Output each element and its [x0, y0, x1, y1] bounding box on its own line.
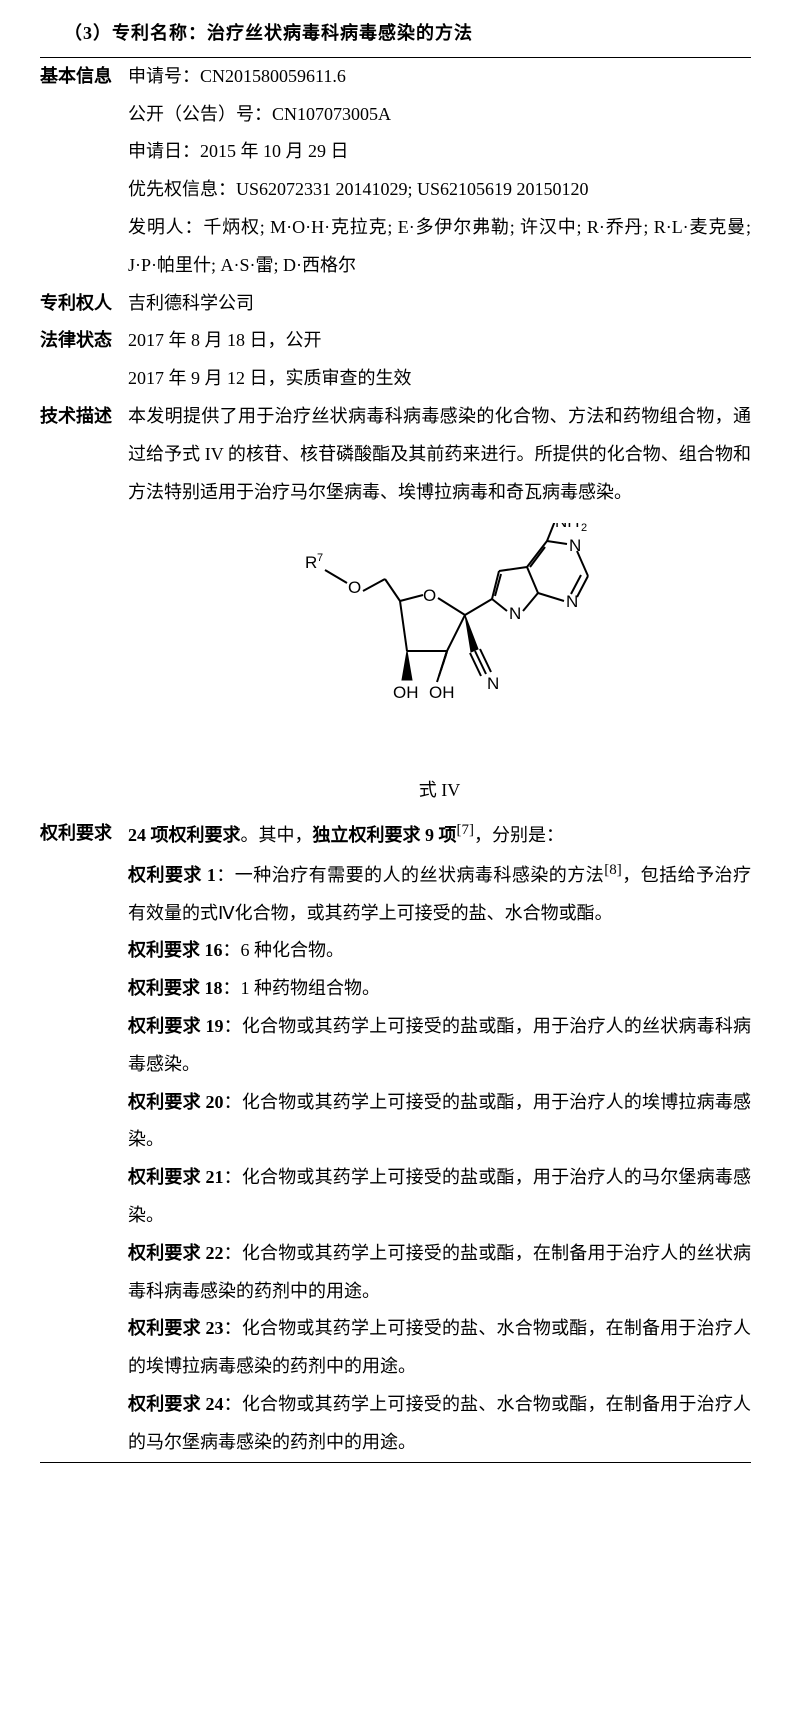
tech-description-text: 本发明提供了用于治疗丝状病毒科病毒感染的化合物、方法和药物组合物，通过给予式 I… [128, 398, 751, 511]
legal-status-label: 法律状态 [40, 322, 128, 398]
svg-text:NH: NH [555, 523, 580, 531]
svg-text:O: O [423, 586, 436, 605]
legal-status-section: 法律状态 2017 年 8 月 18 日，公开 2017 年 9 月 12 日，… [40, 322, 751, 398]
claim-1: 权利要求 1：一种治疗有需要的人的丝状病毒科感染的方法[8]，包括给予治疗有效量… [128, 855, 751, 933]
claim-19: 权利要求 19：化合物或其药学上可接受的盐或酯，用于治疗人的丝状病毒科病毒感染。 [128, 1008, 751, 1084]
svg-text:R: R [305, 553, 317, 572]
claims-intro-ref: [7] [457, 822, 475, 838]
claims-intro: 24 项权利要求。其中，独立权利要求 9 项[7]，分别是： [128, 815, 751, 855]
application-number: 申请号：CN201580059611.6 [128, 58, 751, 96]
claim-24-head: 权利要求 24 [128, 1394, 223, 1414]
claim-16-head: 权利要求 16 [128, 940, 223, 960]
claim-21: 权利要求 21：化合物或其药学上可接受的盐或酯，用于治疗人的马尔堡病毒感染。 [128, 1159, 751, 1235]
svg-text:OH: OH [429, 683, 455, 702]
inventors: 发明人：千炳权; M·O·H·克拉克; E·多伊尔弗勒; 许汉中; R·乔丹; … [128, 209, 751, 285]
claim-24: 权利要求 24：化合物或其药学上可接受的盐、水合物或酯，在制备用于治疗人的马尔堡… [128, 1386, 751, 1462]
assignee-section: 专利权人 吉利德科学公司 [40, 285, 751, 323]
claim-19-head: 权利要求 19 [128, 1016, 223, 1036]
assignee-value: 吉利德科学公司 [128, 285, 751, 323]
claim-23: 权利要求 23：化合物或其药学上可接受的盐、水合物或酯，在制备用于治疗人的埃博拉… [128, 1310, 751, 1386]
basic-info-label: 基本信息 [40, 58, 128, 285]
svg-text:N: N [487, 674, 499, 693]
assignee-label: 专利权人 [40, 285, 128, 323]
svg-text:N: N [569, 536, 581, 555]
patent-title: （3）专利名称：治疗丝状病毒科病毒感染的方法 [40, 15, 751, 57]
claim-16: 权利要求 16：6 种化合物。 [128, 932, 751, 970]
basic-info-section: 基本信息 申请号：CN201580059611.6 公开（公告）号：CN1070… [40, 58, 751, 285]
legal-status-2: 2017 年 9 月 12 日，实质审查的生效 [128, 360, 751, 398]
claim-18-body: ：1 种药物组合物。 [223, 978, 381, 998]
svg-text:2: 2 [581, 523, 587, 534]
application-date: 申请日：2015 年 10 月 29 日 [128, 133, 751, 171]
claim-18-head: 权利要求 18 [128, 978, 223, 998]
claims-section: 权利要求 24 项权利要求。其中，独立权利要求 9 项[7]，分别是： 权利要求… [40, 815, 751, 1462]
claim-1-ref: [8] [604, 862, 622, 878]
claim-18: 权利要求 18：1 种药物组合物。 [128, 970, 751, 1008]
svg-text:OH: OH [393, 683, 419, 702]
legal-status-1: 2017 年 8 月 18 日，公开 [128, 322, 751, 360]
publication-number: 公开（公告）号：CN107073005A [128, 96, 751, 134]
svg-text:7: 7 [317, 552, 323, 564]
tech-description-label: 技术描述 [40, 398, 128, 815]
priority-info: 优先权信息：US62072331 20141029; US62105619 20… [128, 171, 751, 209]
claims-intro-count: 24 项权利要求 [128, 825, 241, 845]
claim-22: 权利要求 22：化合物或其药学上可接受的盐或酯，在制备用于治疗人的丝状病毒科病毒… [128, 1235, 751, 1311]
claim-1-head: 权利要求 1 [128, 865, 216, 885]
claims-intro-b: 。其中， [241, 825, 313, 845]
claim-23-head: 权利要求 23 [128, 1318, 223, 1338]
claims-label: 权利要求 [40, 815, 128, 1462]
claim-16-body: ：6 种化合物。 [223, 940, 345, 960]
claim-20: 权利要求 20：化合物或其药学上可接受的盐或酯，用于治疗人的埃博拉病毒感染。 [128, 1084, 751, 1160]
divider-bottom [40, 1462, 751, 1463]
claim-1-a: ：一种治疗有需要的人的丝状病毒科感染的方法 [216, 865, 604, 885]
claim-21-head: 权利要求 21 [128, 1167, 223, 1187]
claim-20-head: 权利要求 20 [128, 1092, 223, 1112]
claim-22-head: 权利要求 22 [128, 1243, 223, 1263]
tech-description-section: 技术描述 本发明提供了用于治疗丝状病毒科病毒感染的化合物、方法和药物组合物，通过… [40, 398, 751, 815]
chemical-structure: R7 O O OH [128, 511, 751, 772]
svg-text:N: N [509, 604, 521, 623]
claims-intro-indep: 独立权利要求 9 项 [313, 825, 457, 845]
svg-text:N: N [566, 592, 578, 611]
formula-caption: 式 IV [128, 772, 751, 815]
svg-text:O: O [348, 578, 361, 597]
claims-intro-e: ，分别是： [474, 825, 564, 845]
